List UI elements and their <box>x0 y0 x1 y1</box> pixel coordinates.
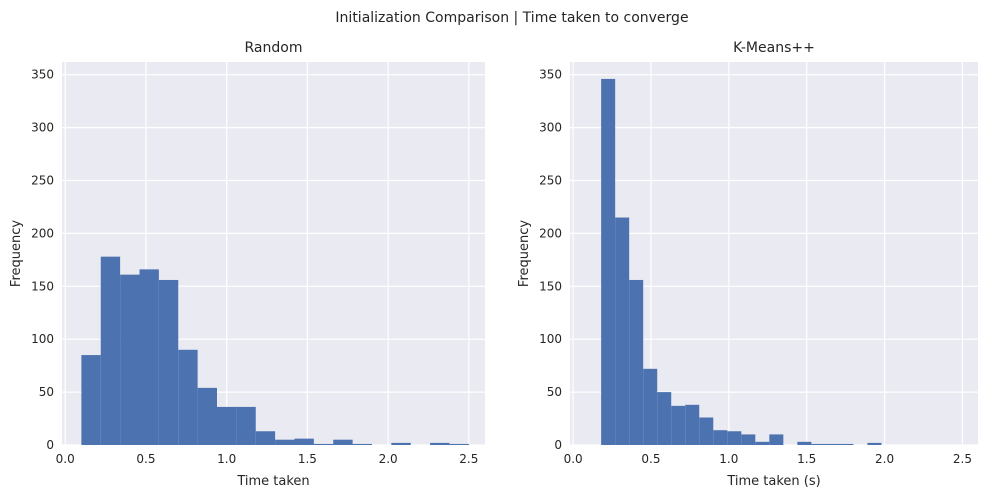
histogram-bar <box>158 279 179 445</box>
x-tick-label: 2.0 <box>379 452 398 466</box>
histogram-bar <box>769 434 784 445</box>
y-tick-label: 0 <box>554 438 562 452</box>
y-tick-label: 100 <box>31 332 54 346</box>
histogram-bar <box>839 443 854 445</box>
x-tick-label: 0.0 <box>564 452 583 466</box>
histogram-bar <box>755 441 770 445</box>
y-tick-label: 100 <box>539 332 562 346</box>
histogram-bar <box>825 443 840 445</box>
y-tick-labels: 0 50 100 150 200 250 300 350 <box>31 68 54 452</box>
histogram-bar <box>236 406 256 445</box>
x-tick-labels: 0.0 0.5 1.0 1.5 2.0 2.5 <box>56 452 479 466</box>
histogram-bar <box>741 434 756 445</box>
histogram-bar <box>797 441 812 445</box>
x-tick-label: 1.5 <box>298 452 317 466</box>
y-tick-label: 250 <box>539 173 562 187</box>
x-tick-label: 2.5 <box>459 452 478 466</box>
histogram-bar <box>671 405 686 445</box>
histogram-bar <box>313 443 334 445</box>
y-tick-labels: 0 50 100 150 200 250 300 350 <box>539 68 562 452</box>
x-axis-label: Time taken <box>236 474 309 489</box>
histogram-bar <box>120 274 140 445</box>
histogram-bar <box>391 442 411 445</box>
y-tick-label: 350 <box>31 68 54 82</box>
histogram-bar <box>81 355 101 445</box>
histogram-bar <box>100 256 121 445</box>
y-axis-label: Frequency <box>517 220 532 287</box>
histogram-bar <box>811 443 826 445</box>
histogram-bar <box>643 368 658 445</box>
histogram-bar <box>216 406 237 445</box>
y-tick-label: 300 <box>31 121 54 135</box>
histogram-bar <box>449 443 469 445</box>
x-tick-label: 2.5 <box>953 452 972 466</box>
histogram-bar <box>615 217 630 445</box>
histogram-bar <box>699 417 714 445</box>
x-tick-label: 2.0 <box>875 452 894 466</box>
y-tick-label: 250 <box>31 173 54 187</box>
histogram-bar <box>629 279 644 445</box>
y-tick-label: 200 <box>539 226 562 240</box>
histogram-kmeans-plus-plus: 0.0 0.5 1.0 1.5 2.0 2.5 0 50 100 150 200 250 300 350… <box>517 40 978 489</box>
histogram-bar <box>685 404 700 445</box>
y-tick-label: 0 <box>46 438 54 452</box>
figure-title: Initialization Comparison | Time taken t… <box>335 10 688 26</box>
histogram-bars <box>81 256 469 445</box>
y-axis-label: Frequency <box>9 220 24 287</box>
y-tick-label: 300 <box>539 121 562 135</box>
x-tick-labels: 0.0 0.5 1.0 1.5 2.0 2.5 <box>564 452 972 466</box>
histogram-bars <box>601 78 882 446</box>
histogram-bar <box>178 349 198 445</box>
y-tick-label: 200 <box>31 226 54 240</box>
histogram-bar <box>275 439 295 445</box>
histogram-bar <box>352 443 372 445</box>
y-tick-label: 150 <box>31 279 54 293</box>
y-tick-label: 50 <box>39 385 54 399</box>
x-tick-label: 0.5 <box>641 452 660 466</box>
histogram-bar <box>333 439 353 445</box>
histogram-bar <box>430 442 450 445</box>
histogram-bar <box>139 269 159 445</box>
histogram-bar <box>867 442 882 445</box>
x-tick-label: 0.5 <box>136 452 155 466</box>
histogram-bar <box>657 392 672 445</box>
x-tick-label: 1.0 <box>719 452 738 466</box>
histogram-bar <box>197 387 217 445</box>
axes-title: K-Means++ <box>733 40 815 56</box>
x-tick-label: 1.0 <box>217 452 236 466</box>
histogram-bar <box>601 78 616 446</box>
histogram-bar <box>255 431 276 445</box>
histogram-bar <box>727 431 742 445</box>
x-axis-label: Time taken (s) <box>726 474 820 489</box>
histogram-random: 0.0 0.5 1.0 1.5 2.0 2.5 0 50 100 150 200 250 300 350… <box>9 40 485 489</box>
axes-title: Random <box>245 40 303 56</box>
histogram-bar <box>294 438 314 445</box>
x-tick-label: 0.0 <box>56 452 75 466</box>
x-tick-label: 1.5 <box>797 452 816 466</box>
y-tick-label: 150 <box>539 279 562 293</box>
y-tick-label: 50 <box>547 385 562 399</box>
histogram-bar <box>713 430 728 445</box>
y-tick-label: 350 <box>539 68 562 82</box>
